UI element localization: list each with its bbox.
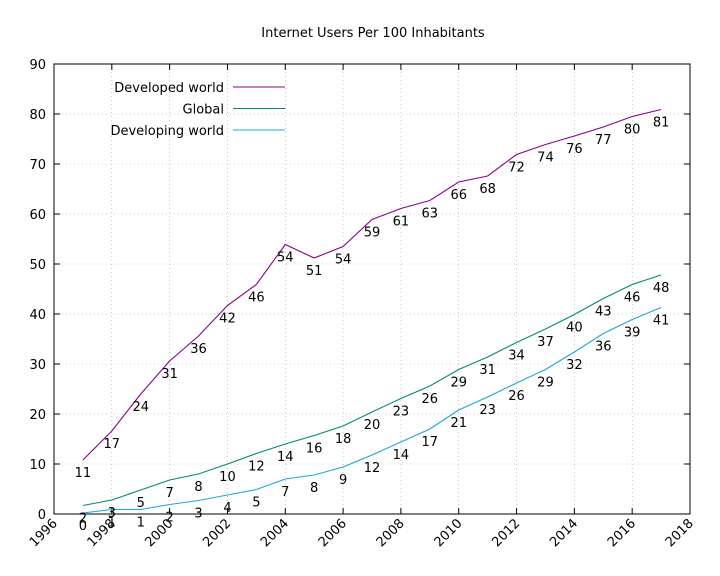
data-label-developed-world: 81: [653, 116, 670, 131]
x-tick-label: 2010: [432, 516, 466, 550]
data-label-developed-world: 11: [75, 466, 92, 481]
data-label-global: 2: [79, 512, 87, 527]
grid: [54, 64, 690, 514]
series-line-global: [82, 274, 662, 507]
data-label-global: 23: [393, 405, 410, 420]
data-label-global: 29: [450, 376, 467, 391]
data-label-global: 5: [137, 496, 145, 511]
data-label-developing-world: 41: [653, 314, 670, 329]
data-label-developing-world: 4: [223, 501, 231, 516]
chart-title: Internet Users Per 100 Inhabitants: [261, 26, 485, 41]
data-label-global: 43: [595, 305, 612, 320]
data-label-global: 16: [306, 442, 323, 457]
series-line-developing-world: [82, 306, 662, 514]
data-label-developed-world: 68: [479, 182, 496, 197]
legend-label-developing-world: Developing world: [110, 124, 224, 139]
y-tick-label: 10: [29, 458, 46, 473]
data-label-developing-world: 29: [537, 376, 554, 391]
data-label-global: 46: [624, 291, 641, 306]
data-label-developing-world: 7: [281, 485, 289, 500]
data-label-developing-world: 12: [364, 461, 381, 476]
data-label-developed-world: 54: [277, 251, 294, 266]
data-label-developing-world: 9: [339, 473, 347, 488]
data-label-global: 26: [422, 392, 439, 407]
y-tick-label: 70: [29, 158, 46, 173]
y-tick-label: 30: [29, 358, 46, 373]
data-label-developing-world: 1: [137, 516, 145, 531]
data-label-developed-world: 17: [104, 437, 121, 452]
data-label-developed-world: 76: [566, 142, 583, 157]
x-tick-label: 2008: [374, 516, 408, 550]
x-tick-label: 2014: [547, 516, 581, 550]
data-label-global: 31: [479, 363, 496, 378]
data-label-global: 18: [335, 432, 352, 447]
data-label-developing-world: 17: [422, 435, 439, 450]
data-label-developing-world: 23: [479, 403, 496, 418]
data-label-developing-world: 5: [252, 496, 260, 511]
data-label-developing-world: 1: [108, 516, 116, 531]
data-label-developing-world: 2: [165, 511, 173, 526]
data-label-developing-world: 32: [566, 358, 583, 373]
data-label-developing-world: 26: [508, 389, 525, 404]
data-label-developing-world: 0: [79, 519, 87, 534]
data-label-developed-world: 80: [624, 123, 641, 138]
y-tick-label: 90: [29, 58, 46, 73]
data-label-developing-world: 36: [595, 340, 612, 355]
data-label-developing-world: 21: [450, 416, 467, 431]
data-label-global: 8: [194, 480, 202, 495]
y-tick-label: 0: [38, 508, 46, 523]
y-tick-label: 50: [29, 258, 46, 273]
legend-label-global: Global: [183, 103, 224, 118]
x-tick-label: 2004: [258, 516, 292, 550]
data-label-global: 48: [653, 281, 670, 296]
x-tick-label: 1996: [27, 516, 61, 550]
data-label-developed-world: 63: [422, 207, 439, 222]
data-label-developed-world: 51: [306, 264, 323, 279]
data-label-developing-world: 14: [393, 448, 410, 463]
data-label-developed-world: 54: [335, 253, 352, 268]
data-label-developed-world: 77: [595, 133, 612, 148]
data-label-global: 14: [277, 450, 294, 465]
data-label-developed-world: 31: [161, 367, 178, 382]
data-label-global: 7: [165, 486, 173, 501]
x-tick-label: 2006: [316, 516, 350, 550]
data-label-developing-world: 39: [624, 326, 641, 341]
legend-label-developed-world: Developed world: [114, 81, 224, 96]
data-label-developed-world: 61: [393, 215, 410, 230]
data-label-developed-world: 66: [450, 188, 467, 203]
data-label-developed-world: 42: [219, 312, 236, 327]
data-label-developing-world: 3: [194, 507, 202, 522]
data-label-developed-world: 46: [248, 291, 265, 306]
data-label-global: 3: [108, 506, 116, 521]
data-label-global: 40: [566, 321, 583, 336]
data-label-developed-world: 59: [364, 226, 381, 241]
y-tick-label: 60: [29, 208, 46, 223]
data-label-global: 10: [219, 470, 236, 485]
data-label-developed-world: 36: [190, 342, 207, 357]
data-label-global: 37: [537, 335, 554, 350]
y-tick-label: 80: [29, 108, 46, 123]
y-tick-label: 20: [29, 408, 46, 423]
series-lines: [82, 108, 662, 514]
x-tick-label: 2016: [605, 516, 639, 550]
y-tick-label: 40: [29, 308, 46, 323]
x-tick-label: 2012: [489, 516, 523, 550]
data-label-global: 34: [508, 349, 525, 364]
x-tick-label: 2002: [200, 516, 234, 550]
x-tick-label: 2018: [663, 516, 697, 550]
plot-frame: [53, 63, 691, 515]
series-line-developed-world: [82, 108, 662, 461]
data-label-developed-world: 72: [508, 161, 525, 176]
data-label-developed-world: 24: [132, 400, 149, 415]
data-label-global: 12: [248, 460, 265, 475]
data-label-global: 20: [364, 418, 381, 433]
data-label-developing-world: 8: [310, 481, 318, 496]
legend: Developed world Global Developing world: [110, 81, 285, 139]
data-label-developed-world: 74: [537, 151, 554, 166]
